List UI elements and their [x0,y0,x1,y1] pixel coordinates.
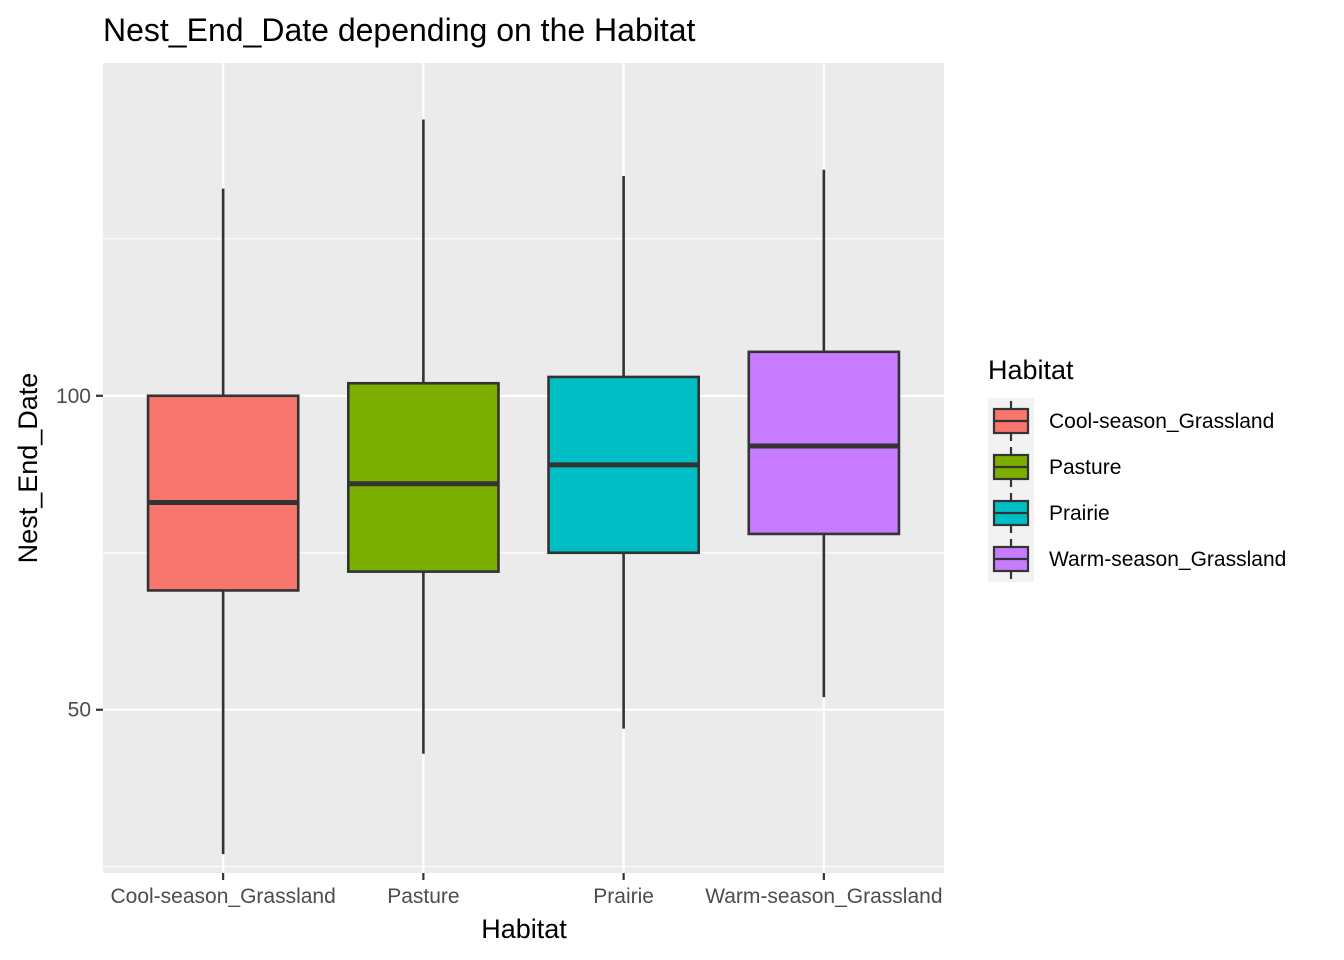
x-axis: Cool-season_Grassland Pasture Prairie Warm-… [110,873,943,908]
x-tick-label: Cool-season_Grassland [110,885,335,908]
legend-label: Pasture [1049,456,1121,479]
y-axis: 50 100 [56,385,103,722]
box-group [346,119,500,754]
legend-entry: Cool-season_Grassland [988,398,1274,444]
legend-entry: Prairie [988,490,1110,536]
y-tick-label: 50 [68,699,91,722]
legend-label: Prairie [1049,502,1110,525]
chart-title: Nest_End_Date depending on the Habitat [103,12,696,48]
x-tick-label: Pasture [387,885,459,908]
legend-label: Warm-season_Grassland [1049,548,1286,571]
legend: Habitat Cool-season_Grassland Pasture Prai… [988,355,1286,582]
box [346,381,500,573]
x-axis-title: Habitat [481,914,567,944]
x-tick-label: Warm-season_Grassland [705,885,942,908]
x-tick-label: Prairie [593,885,654,908]
y-tick-label: 100 [56,385,91,408]
y-axis-title: Nest_End_Date [13,373,43,564]
box-group [146,188,300,855]
box-series [146,119,901,855]
box [146,394,300,592]
box-group [747,169,901,698]
legend-title: Habitat [988,355,1074,385]
legend-label: Cool-season_Grassland [1049,410,1274,433]
box [747,350,901,536]
box-group [547,176,701,729]
legend-entry: Pasture [988,444,1121,490]
legend-entry: Warm-season_Grassland [988,536,1286,582]
